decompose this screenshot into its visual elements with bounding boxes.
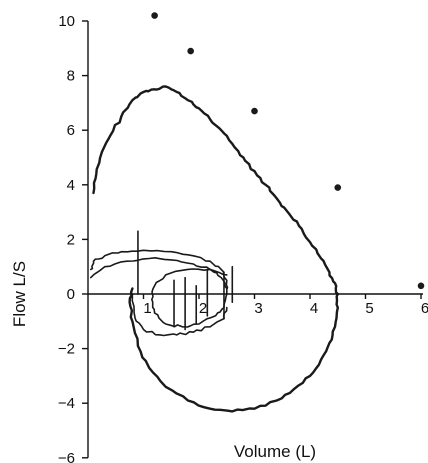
y-tick-label: −6 [58,450,75,463]
y-tick-label: 0 [67,286,75,303]
predicted-value-point [417,282,425,290]
y-tick-label: 2 [67,231,75,248]
y-tick-label: 8 [67,68,75,85]
y-axis-title: Flow L/S [10,261,29,327]
flow-volume-loop [92,85,339,413]
x-axis-title: Volume (L) [234,442,316,461]
x-tick-label: 2 [199,300,207,317]
y-tick-label: 4 [67,177,75,194]
predicted-value-point [251,107,258,115]
x-tick-label: 4 [310,300,318,317]
x-tick-label: 3 [254,300,262,317]
y-tick-label: −2 [58,341,75,358]
y-tick-label: 10 [58,13,75,30]
ticks: 10 8 6 4 2 0 −2 −4 −6 1 2 3 4 5 6 [58,13,428,463]
flow-volume-loop [131,293,228,337]
predicted-value-point [334,184,342,191]
x-tick-label: 1 [143,300,151,317]
plot-area [90,12,425,413]
x-tick-label: 5 [365,300,373,317]
y-tick-label: −4 [58,395,75,412]
flow-volume-loop [90,257,228,290]
x-tick-label: 6 [421,300,428,317]
predicted-value-point [187,47,194,55]
y-tick-label: 6 [67,122,75,139]
predicted-value-point [151,12,158,19]
